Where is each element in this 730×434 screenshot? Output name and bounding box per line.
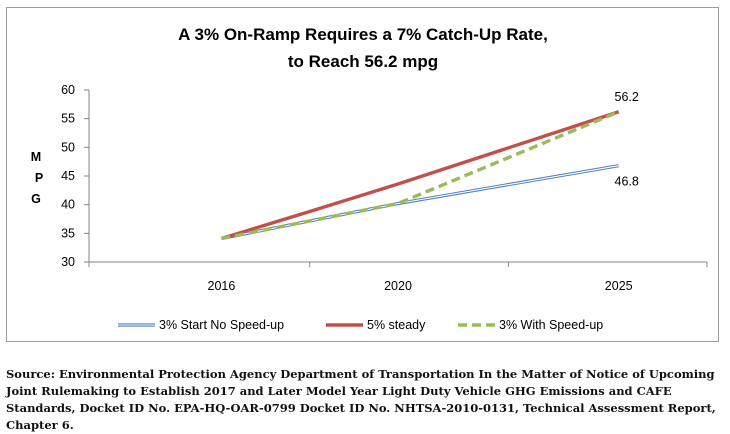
legend-label: 5% steady [367, 318, 426, 332]
x-tick-label: 2016 [208, 279, 236, 293]
data-label: 46.8 [615, 175, 639, 189]
legend-label: 3% With Speed-up [499, 318, 603, 332]
y-tick-label: 40 [61, 198, 75, 212]
legend-label: 3% Start No Speed-up [159, 318, 284, 332]
x-tick-label: 2025 [605, 279, 633, 293]
y-tick-label: 30 [61, 255, 75, 269]
y-axis-label-letter: P [35, 171, 43, 185]
y-axis-label-letter: G [31, 192, 41, 206]
chart-frame: A 3% On-Ramp Requires a 7% Catch-Up Rate… [6, 7, 719, 342]
y-tick-label: 50 [61, 140, 75, 154]
data-label: 56.2 [615, 90, 639, 104]
y-tick-label: 60 [61, 83, 75, 97]
y-tick-label: 55 [61, 112, 75, 126]
y-tick-label: 45 [61, 169, 75, 183]
y-axis-label-letter: M [31, 150, 41, 164]
y-tick-label: 35 [61, 226, 75, 240]
x-tick-label: 2020 [384, 279, 412, 293]
line-chart: A 3% On-Ramp Requires a 7% Catch-Up Rate… [7, 8, 720, 343]
chart-title-line: A 3% On-Ramp Requires a 7% Catch-Up Rate… [178, 25, 548, 44]
chart-title-line: to Reach 56.2 mpg [288, 52, 438, 71]
